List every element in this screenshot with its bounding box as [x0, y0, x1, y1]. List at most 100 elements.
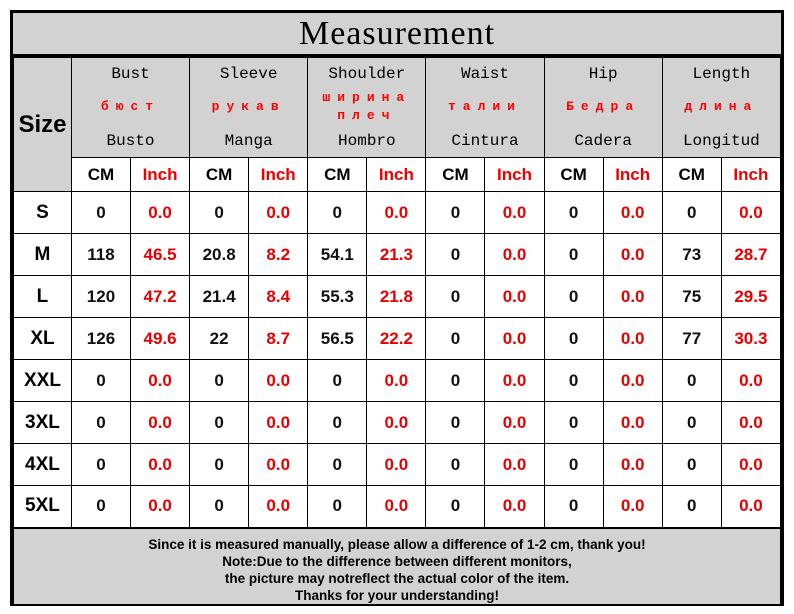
measure-name-ru: ширина плеч: [322, 90, 412, 123]
value-inch: 0.0: [366, 401, 427, 444]
value-cm: 0: [425, 359, 486, 402]
unit-cm-header: CM: [661, 157, 722, 192]
value-cm: 0: [543, 485, 604, 528]
value-cm: 0: [425, 401, 486, 444]
value-inch: 0.0: [602, 359, 663, 402]
table-row-m: M 118 46.5 20.8 8.2 54.1 21.3 0 0.0 0 0.…: [13, 233, 782, 276]
unit-inch-header: Inch: [366, 157, 427, 192]
value-inch: 0.0: [484, 233, 545, 276]
unit-inch-header: Inch: [602, 157, 663, 192]
value-cm: 0: [543, 359, 604, 402]
value-cm: 0: [543, 317, 604, 360]
measure-name-en: Sleeve: [219, 64, 278, 83]
value-cm: 120: [70, 275, 132, 318]
measure-name-en: Length: [692, 64, 751, 83]
value-inch: 21.8: [366, 275, 427, 318]
row-size-label: XL: [13, 317, 72, 360]
measure-header-row: Size Bust бюст Busto Sleeve рукав Manga: [13, 57, 782, 192]
table-row-5xl: 5XL 0 0.0 0 0.0 0 0.0 0 0.0 0 0.0 0 0.0: [13, 485, 782, 528]
value-cm: 55.3: [307, 275, 368, 318]
value-inch: 0.0: [602, 275, 663, 318]
value-cm: 118: [70, 233, 132, 276]
value-inch: 0.0: [366, 359, 427, 402]
value-inch: 0.0: [602, 233, 663, 276]
value-cm: 0: [661, 485, 722, 528]
value-cm: 0: [425, 485, 486, 528]
value-cm: 0: [189, 359, 250, 402]
measure-name-es: Cadera: [574, 131, 632, 150]
chart-title: Measurement: [13, 13, 781, 57]
column-header-waist: Waist талии Cintura: [425, 57, 545, 158]
value-cm: 0: [307, 191, 368, 234]
unit-inch-header: Inch: [248, 157, 309, 192]
value-cm: 0: [661, 191, 722, 234]
measure-name-es: Longitud: [682, 131, 760, 150]
value-cm: 0: [425, 275, 486, 318]
column-header-shoulder: Shoulder ширина плеч Hombro: [307, 57, 427, 158]
table-row-xl: XL 126 49.6 22 8.7 56.5 22.2 0 0.0 0 0.0…: [13, 317, 782, 360]
value-inch: 0.0: [248, 485, 309, 528]
unit-inch-header: Inch: [720, 157, 782, 192]
value-cm: 77: [661, 317, 722, 360]
unit-cm-header: CM: [70, 157, 132, 192]
value-cm: 0: [307, 443, 368, 486]
value-cm: 0: [189, 191, 250, 234]
value-inch: 0.0: [484, 191, 545, 234]
value-cm: 0: [543, 443, 604, 486]
value-inch: 0.0: [484, 275, 545, 318]
unit-cm-header: CM: [425, 157, 486, 192]
value-cm: 0: [425, 317, 486, 360]
row-size-label: 5XL: [13, 485, 72, 528]
value-cm: 0: [307, 401, 368, 444]
measure-name-ru: талии: [447, 99, 522, 115]
measure-name-es: Busto: [106, 131, 155, 150]
value-cm: 0: [70, 191, 132, 234]
measure-name-es: Cintura: [451, 131, 519, 150]
row-size-label: S: [13, 191, 72, 234]
value-inch: 22.2: [366, 317, 427, 360]
value-cm: 0: [543, 275, 604, 318]
value-inch: 30.3: [720, 317, 782, 360]
value-inch: 0.0: [130, 443, 191, 486]
value-inch: 47.2: [130, 275, 191, 318]
row-size-label: 3XL: [13, 401, 72, 444]
column-header-length: Length длина Longitud: [661, 57, 782, 158]
value-inch: 0.0: [720, 401, 782, 444]
unit-header-row: CM Inch CM Inch CM Inch CM Inch CM Inch …: [14, 157, 782, 192]
table-row-3xl: 3XL 0 0.0 0 0.0 0 0.0 0 0.0 0 0.0 0 0.0: [13, 401, 782, 444]
unit-inch-header: Inch: [484, 157, 545, 192]
table-row-s: S 0 0.0 0 0.0 0 0.0 0 0.0 0 0.0 0 0.0: [13, 191, 782, 234]
value-inch: 0.0: [484, 359, 545, 402]
value-inch: 0.0: [720, 191, 782, 234]
value-inch: 0.0: [720, 443, 782, 486]
value-inch: 0.0: [366, 485, 427, 528]
size-column-header: Size: [13, 57, 72, 192]
value-cm: 0: [70, 401, 132, 444]
value-inch: 8.4: [248, 275, 309, 318]
column-header-sleeve: Sleeve рукав Manga: [189, 57, 309, 158]
value-cm: 0: [189, 401, 250, 444]
value-cm: 0: [425, 443, 486, 486]
row-size-label: L: [13, 275, 72, 318]
value-inch: 0.0: [130, 359, 191, 402]
value-inch: 0.0: [484, 443, 545, 486]
measure-name-en: Waist: [460, 64, 509, 83]
note-line: Since it is measured manually, please al…: [148, 536, 646, 552]
notes-panel: Since it is measured manually, please al…: [13, 526, 781, 605]
value-inch: 49.6: [130, 317, 191, 360]
row-size-label: XXL: [13, 359, 72, 402]
value-cm: 0: [543, 401, 604, 444]
value-inch: 0.0: [248, 401, 309, 444]
value-cm: 126: [70, 317, 132, 360]
value-cm: 0: [189, 485, 250, 528]
value-inch: 46.5: [130, 233, 191, 276]
row-size-label: M: [13, 233, 72, 276]
value-inch: 0.0: [602, 485, 663, 528]
notes-row: Since it is measured manually, please al…: [13, 526, 781, 605]
value-inch: 0.0: [602, 443, 663, 486]
value-inch: 0.0: [602, 401, 663, 444]
measure-name-ru: рукав: [211, 99, 286, 115]
value-cm: 0: [70, 485, 132, 528]
value-cm: 0: [543, 191, 604, 234]
value-inch: 0.0: [602, 317, 663, 360]
